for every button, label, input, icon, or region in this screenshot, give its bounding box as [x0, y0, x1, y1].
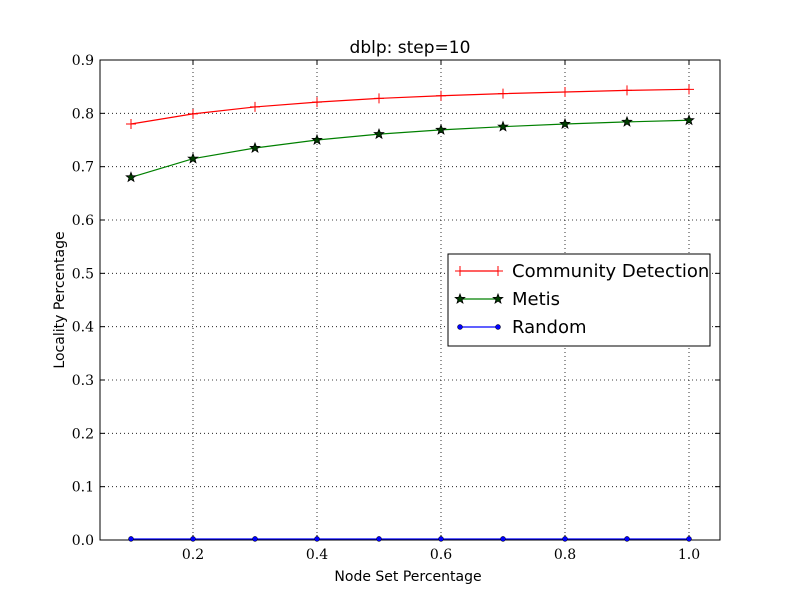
- y-axis-label: Locality Percentage: [52, 231, 68, 368]
- plot-frame: [99, 59, 721, 541]
- data-point-random: [500, 536, 506, 542]
- legend-label: Community Detection: [512, 261, 709, 282]
- axis-ticks: 0.2 0.4 0.6 0.8 1.0 0.0 0.1 0.2 0.3 0.4 0.5 0.6 0.7 0…: [72, 53, 720, 563]
- legend-label: Random: [512, 317, 587, 338]
- legend-box: [447, 253, 711, 347]
- y-tick-label: 0.2: [72, 426, 94, 442]
- legend-marker: [495, 324, 501, 330]
- legend: Community Detection Metis Random: [447, 253, 711, 347]
- data-point-random: [190, 536, 196, 542]
- legend-marker: [455, 266, 465, 276]
- data-point-community-detection: [126, 119, 136, 129]
- data-point-community-detection: [498, 88, 508, 99]
- y-tick-label: 0.0: [72, 533, 94, 549]
- series-random: [128, 536, 692, 542]
- data-point-random: [624, 536, 630, 542]
- data-point-metis: [249, 141, 261, 153]
- data-point-metis: [125, 171, 137, 183]
- data-point-metis: [187, 152, 199, 164]
- x-tick-label: 0.2: [182, 547, 204, 563]
- data-point-community-detection: [312, 97, 322, 108]
- data-point-community-detection: [684, 84, 694, 95]
- data-point-metis: [311, 133, 323, 145]
- data-point-metis: [559, 117, 571, 129]
- legend-marker: [492, 292, 504, 304]
- data-point-metis: [435, 123, 447, 135]
- legend-marker: [457, 324, 463, 330]
- data-point-community-detection: [560, 87, 570, 97]
- data-point-random: [376, 536, 382, 542]
- data-point-metis: [497, 120, 509, 132]
- data-point-community-detection: [188, 108, 198, 119]
- data-point-metis: [683, 114, 695, 126]
- legend-item-metis: Metis: [454, 289, 560, 310]
- legend-item-community-detection: Community Detection: [455, 261, 709, 282]
- data-point-random: [314, 536, 320, 542]
- data-point-community-detection: [250, 101, 260, 112]
- data-point-random: [686, 536, 692, 542]
- x-axis-label: Node Set Percentage: [334, 569, 481, 585]
- series-metis: [125, 114, 695, 183]
- y-tick-label: 0.6: [72, 213, 94, 229]
- y-tick-label: 0.3: [72, 373, 94, 389]
- data-point-community-detection: [436, 90, 446, 101]
- y-tick-label: 0.7: [72, 160, 94, 176]
- y-tick-label: 0.5: [72, 266, 94, 282]
- legend-item-random: Random: [457, 317, 587, 338]
- legend-label: Metis: [512, 289, 560, 310]
- legend-marker: [493, 266, 503, 276]
- chart-title: dblp: step=10: [350, 38, 471, 58]
- y-tick-label: 0.9: [72, 53, 94, 69]
- data-point-random: [562, 536, 568, 542]
- data-point-random: [128, 536, 134, 542]
- y-tick-label: 0.4: [72, 320, 94, 336]
- data-point-community-detection: [374, 93, 384, 104]
- series-line-community-detection: [130, 88, 690, 125]
- y-tick-label: 0.8: [72, 106, 94, 122]
- series-community-detection: [126, 84, 694, 129]
- series-line-metis: [130, 119, 690, 178]
- x-tick-label: 1.0: [678, 547, 700, 563]
- data-point-community-detection: [622, 85, 632, 96]
- data-point-metis: [373, 127, 385, 140]
- y-tick-label: 0.1: [72, 480, 94, 496]
- data-point-metis: [621, 115, 633, 127]
- data-point-random: [438, 536, 444, 542]
- x-tick-label: 0.8: [554, 547, 576, 563]
- x-tick-label: 0.4: [306, 547, 328, 563]
- x-tick-label: 0.6: [430, 547, 452, 563]
- data-point-random: [252, 536, 258, 542]
- legend-marker: [454, 292, 466, 304]
